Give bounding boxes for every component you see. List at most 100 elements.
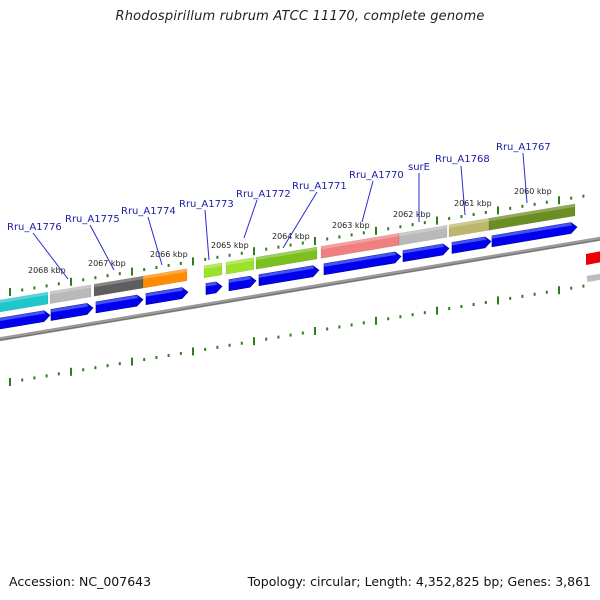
minor-tick xyxy=(118,362,121,366)
minor-tick xyxy=(228,253,231,257)
major-tick xyxy=(131,357,133,366)
gene-label[interactable]: surE xyxy=(408,162,430,173)
minor-tick xyxy=(21,378,24,382)
gene-label[interactable]: Rru_A1773 xyxy=(179,199,234,210)
minor-tick xyxy=(179,261,182,265)
page-title: Rhodospirillum rubrum ATCC 11170, comple… xyxy=(115,9,485,24)
leader-line xyxy=(89,224,115,271)
minor-tick xyxy=(570,286,573,290)
minor-tick xyxy=(472,212,475,216)
minor-tick xyxy=(155,266,158,270)
feature-bar xyxy=(225,257,255,275)
gene-label[interactable]: Rru_A1774 xyxy=(121,206,176,217)
major-tick xyxy=(9,288,11,296)
minor-tick xyxy=(460,305,463,309)
feature-bar-highlight xyxy=(489,203,575,222)
cds-track xyxy=(0,222,578,330)
major-tick xyxy=(558,196,560,205)
minor-tick xyxy=(350,323,353,327)
gene-label[interactable]: Rru_A1772 xyxy=(236,189,291,200)
leader-line xyxy=(147,216,163,266)
gene-label[interactable]: Rru_A1768 xyxy=(435,154,490,165)
major-tick xyxy=(436,306,438,315)
leader-line xyxy=(243,199,258,239)
major-tick xyxy=(70,277,72,286)
cds-arrow-highlight xyxy=(324,251,396,267)
minor-tick xyxy=(216,255,219,259)
minor-tick xyxy=(399,225,402,229)
leader-line xyxy=(204,209,210,261)
minor-tick xyxy=(448,217,451,221)
gene-label[interactable]: Rru_A1771 xyxy=(292,181,347,192)
cds-arrow-highlight xyxy=(96,295,138,305)
feature-bar xyxy=(398,224,448,246)
minor-tick xyxy=(204,347,207,351)
feature-bar-highlight xyxy=(204,262,222,269)
minor-tick xyxy=(533,292,536,296)
leader-line xyxy=(361,180,374,223)
minor-tick xyxy=(240,251,243,255)
minor-tick xyxy=(94,276,97,280)
feature-bar-highlight xyxy=(256,246,317,261)
feature-bar xyxy=(203,262,223,279)
minor-tick xyxy=(570,196,573,200)
minor-tick xyxy=(301,331,304,335)
minor-tick xyxy=(460,215,463,219)
minor-tick xyxy=(57,282,60,286)
minor-tick xyxy=(448,307,451,311)
major-tick xyxy=(192,347,194,356)
minor-tick xyxy=(387,227,390,231)
minor-tick xyxy=(228,343,231,347)
feature-bar-highlight xyxy=(94,276,143,288)
cds-arrow xyxy=(0,310,51,330)
minor-tick xyxy=(521,294,524,298)
major-tick xyxy=(314,327,316,336)
minor-tick xyxy=(155,356,158,360)
gene-label[interactable]: Rru_A1775 xyxy=(65,214,120,225)
kbp-label: 2065 kbp xyxy=(211,241,249,250)
minor-tick xyxy=(411,313,414,317)
major-tick xyxy=(558,286,560,295)
minor-tick xyxy=(326,327,329,331)
feature-bar xyxy=(142,268,188,289)
feature-bar-highlight xyxy=(321,233,399,250)
minor-tick xyxy=(143,358,146,362)
minor-tick xyxy=(21,288,24,292)
tick-row-middle xyxy=(9,284,585,386)
minor-tick xyxy=(167,263,170,267)
gene-label[interactable]: Rru_A1767 xyxy=(496,142,551,153)
minor-tick xyxy=(521,204,524,208)
minor-tick xyxy=(338,325,341,329)
major-tick xyxy=(314,237,316,246)
minor-tick xyxy=(289,333,292,337)
feature-bar xyxy=(586,251,600,265)
feature-bar-highlight xyxy=(226,257,254,266)
minor-tick xyxy=(277,335,280,339)
minor-tick xyxy=(265,247,268,251)
feature-bar-highlight xyxy=(0,291,48,304)
kbp-label: 2067 kbp xyxy=(88,259,126,268)
cds-arrow xyxy=(258,265,320,287)
leader-line xyxy=(522,152,528,204)
major-tick xyxy=(131,267,133,276)
leader-line xyxy=(32,232,69,280)
minor-tick xyxy=(204,257,207,261)
accession-text: Accession: NC_007643 xyxy=(9,574,152,589)
minor-tick xyxy=(509,296,512,300)
feature-bar xyxy=(488,203,576,231)
major-tick xyxy=(253,337,255,346)
minor-tick xyxy=(423,221,426,225)
cds-arrow xyxy=(323,251,402,276)
kbp-label: 2063 kbp xyxy=(332,221,370,230)
gene-label[interactable]: Rru_A1770 xyxy=(349,170,404,181)
minor-tick xyxy=(326,237,329,241)
major-tick xyxy=(70,367,72,376)
minor-tick xyxy=(472,302,475,306)
minor-tick xyxy=(45,284,48,288)
major-tick xyxy=(497,296,499,305)
gene-label[interactable]: Rru_A1776 xyxy=(7,222,62,233)
major-tick xyxy=(375,226,377,235)
cds-arrow-highlight xyxy=(229,276,251,283)
minor-tick xyxy=(57,372,60,376)
